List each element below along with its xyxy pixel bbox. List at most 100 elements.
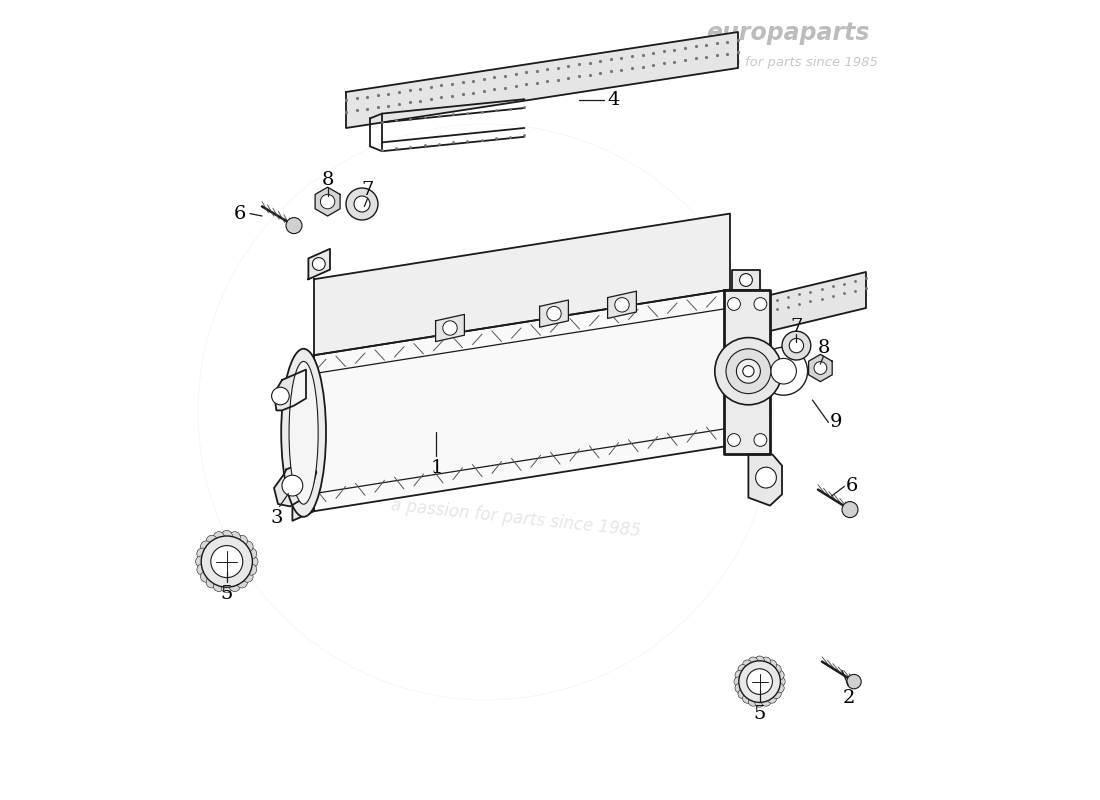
Circle shape (547, 306, 561, 321)
Circle shape (221, 530, 232, 542)
Text: a passion for parts since 1985: a passion for parts since 1985 (678, 56, 878, 69)
Circle shape (767, 694, 777, 703)
Polygon shape (315, 187, 340, 216)
Circle shape (771, 689, 781, 698)
Text: 3: 3 (271, 510, 283, 527)
Circle shape (755, 698, 764, 707)
Circle shape (739, 661, 780, 702)
Circle shape (742, 660, 752, 670)
Circle shape (197, 564, 208, 575)
Circle shape (738, 689, 748, 698)
Polygon shape (725, 290, 770, 454)
Ellipse shape (282, 349, 326, 517)
Circle shape (738, 665, 748, 674)
Text: parts: parts (326, 418, 506, 477)
Circle shape (354, 196, 370, 212)
Circle shape (754, 298, 767, 310)
Circle shape (200, 571, 211, 582)
Text: 4: 4 (608, 91, 620, 109)
Circle shape (213, 580, 224, 591)
Circle shape (789, 338, 804, 353)
Text: pa: pa (470, 338, 571, 407)
Circle shape (748, 657, 758, 666)
Polygon shape (540, 300, 569, 327)
Circle shape (736, 359, 760, 383)
Polygon shape (293, 355, 314, 521)
Circle shape (201, 536, 252, 587)
Circle shape (756, 467, 777, 488)
Circle shape (221, 582, 232, 593)
Circle shape (842, 502, 858, 518)
Circle shape (443, 321, 458, 335)
Circle shape (735, 670, 745, 680)
Polygon shape (808, 354, 833, 382)
Polygon shape (346, 32, 738, 128)
Polygon shape (274, 459, 317, 506)
Text: 2: 2 (843, 689, 855, 706)
Circle shape (748, 697, 758, 706)
Circle shape (211, 546, 243, 578)
Circle shape (742, 694, 752, 703)
Circle shape (735, 683, 745, 693)
Ellipse shape (289, 362, 318, 504)
Circle shape (229, 580, 240, 591)
Text: 8: 8 (321, 171, 333, 189)
Text: 7: 7 (362, 182, 374, 199)
Text: euro: euro (310, 266, 496, 335)
Circle shape (760, 347, 807, 395)
Circle shape (734, 677, 744, 686)
Circle shape (776, 677, 785, 686)
Text: a passion for parts since 1985: a passion for parts since 1985 (390, 496, 641, 540)
Circle shape (755, 656, 764, 666)
Circle shape (197, 548, 208, 559)
Text: 5: 5 (754, 705, 766, 722)
Circle shape (236, 577, 248, 588)
Circle shape (196, 556, 207, 567)
Circle shape (312, 258, 326, 270)
Circle shape (200, 541, 211, 552)
Circle shape (242, 541, 253, 552)
Circle shape (286, 218, 302, 234)
Circle shape (742, 366, 754, 377)
Circle shape (767, 660, 777, 670)
Circle shape (246, 556, 258, 567)
Text: europaparts: europaparts (706, 21, 869, 45)
Circle shape (727, 434, 740, 446)
Text: 6: 6 (846, 478, 859, 495)
Polygon shape (274, 370, 306, 410)
Circle shape (847, 674, 861, 689)
Circle shape (213, 532, 224, 543)
Polygon shape (607, 291, 637, 318)
Polygon shape (766, 272, 866, 332)
Polygon shape (314, 290, 730, 511)
Circle shape (206, 577, 218, 588)
Circle shape (782, 331, 811, 360)
Circle shape (774, 670, 784, 680)
Circle shape (282, 475, 303, 496)
Circle shape (727, 298, 740, 310)
Polygon shape (436, 314, 464, 342)
Polygon shape (733, 270, 760, 290)
Circle shape (245, 548, 256, 559)
Circle shape (761, 697, 771, 706)
Polygon shape (748, 454, 782, 506)
Circle shape (814, 362, 827, 374)
Circle shape (739, 274, 752, 286)
Circle shape (771, 665, 781, 674)
Text: 1: 1 (430, 459, 442, 477)
Text: 8: 8 (817, 339, 829, 357)
Polygon shape (308, 249, 330, 279)
Circle shape (615, 298, 629, 312)
Text: 5: 5 (221, 586, 233, 603)
Circle shape (715, 338, 782, 405)
Circle shape (206, 535, 218, 546)
Circle shape (272, 387, 289, 405)
Circle shape (229, 532, 240, 543)
Circle shape (761, 657, 771, 666)
Circle shape (236, 535, 248, 546)
Circle shape (771, 358, 796, 384)
Text: 7: 7 (790, 318, 803, 336)
Circle shape (774, 683, 784, 693)
Circle shape (754, 434, 767, 446)
Circle shape (726, 349, 771, 394)
